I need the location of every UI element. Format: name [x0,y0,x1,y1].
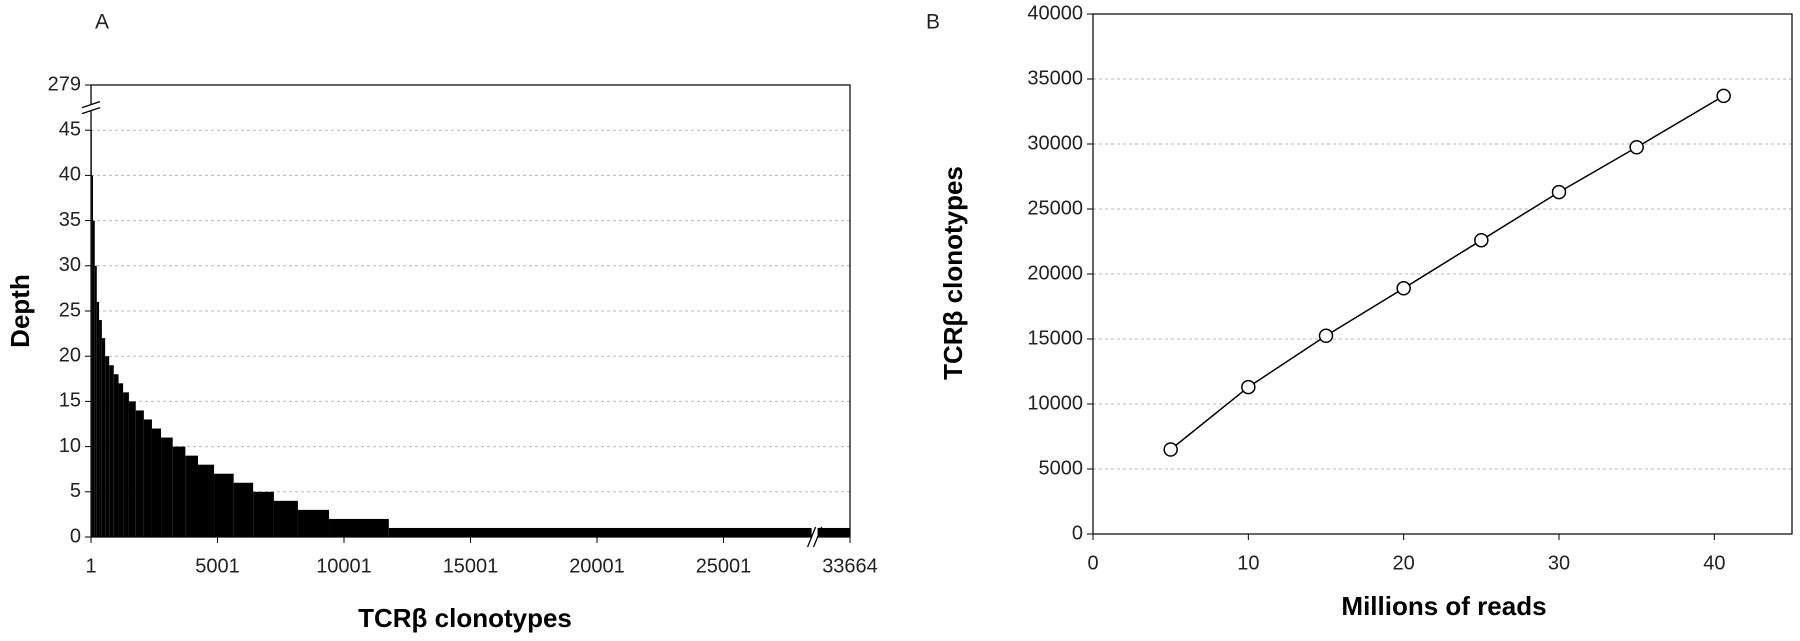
plot-frame [90,84,851,538]
y-axis-title: Depth [5,274,35,348]
x-tick-label: 10 [1237,552,1259,574]
step-bar [96,301,100,537]
y-tick-label: 15000 [1027,327,1083,349]
data-point [1716,88,1731,104]
step-bar [273,500,298,537]
axis-break-gap [811,527,818,547]
step-bar [101,338,106,537]
y-tick-label: 30000 [1027,132,1083,154]
data-point [1163,442,1178,457]
x-tick-label: 5001 [195,555,240,577]
x-tick-label: 15001 [443,555,499,577]
step-bar [92,220,95,537]
y-tick-label: 35 [59,209,81,231]
axis-break [812,526,823,548]
y-tick-label: 279 [48,73,81,95]
x-tick-label: 30 [1548,552,1570,574]
y-tick-label: 40000 [1027,2,1083,24]
step-bar [128,401,136,537]
data-point [1629,140,1644,155]
step-bar [197,464,215,537]
y-tick-label: 25000 [1027,197,1083,219]
y-tick-label: 10 [59,435,81,457]
y-tick-label: 15 [59,390,81,412]
plot-frame [1092,13,1793,535]
y-tick-label: 20000 [1027,262,1083,284]
x-tick-label: 33664 [822,555,878,577]
x-tick-label: 20001 [569,555,625,577]
axis-break-gap [83,104,99,111]
axis-break [81,106,101,115]
data-point [1396,281,1411,296]
step-bar [172,446,186,537]
x-tick-label: 40 [1703,552,1725,574]
data-point [1474,232,1489,248]
y-tick-label: 30 [59,254,81,276]
y-tick-label: 35000 [1027,67,1083,89]
step-bar [109,365,114,537]
y-axis-title: TCRβ clonotypes [938,166,968,380]
step-bar [214,473,234,537]
y-tick-label: 5000 [1039,457,1084,479]
y-tick-label: 10000 [1027,392,1083,414]
y-tick-label: 0 [70,525,81,547]
y-tick-label: 20 [59,344,81,366]
y-tick-label: 25 [59,299,81,321]
data-point [1241,379,1256,395]
step-bar [99,320,102,537]
x-axis-title: TCRβ clonotypes [358,603,572,633]
x-tick-label: 25001 [696,555,752,577]
step-bar [233,482,254,537]
step-bar [113,374,119,537]
step-bar [388,527,850,537]
step-bar [151,428,162,537]
step-bar [135,410,144,537]
y-tick-label: 40 [59,164,81,186]
step-bar [91,175,93,537]
y-tick-label: 0 [1072,522,1083,544]
x-tick-label: 20 [1393,552,1415,574]
step-bar [185,455,198,537]
axis-break [81,100,101,109]
y-tick-label: 45 [59,118,81,140]
step-bar [118,383,124,537]
step-bar [297,509,330,537]
x-axis-title: Millions of reads [1341,591,1546,621]
step-bar [253,491,274,537]
step-bar [161,437,173,537]
step-bar [105,356,110,537]
step-bar [123,392,129,537]
y-tick-label: 5 [70,480,81,502]
x-tick-label: 1 [85,555,96,577]
step-bar [329,518,389,537]
x-tick-label: 10001 [316,555,372,577]
data-point [1551,184,1567,200]
x-tick-label: 0 [1087,552,1098,574]
axis-break [806,526,817,548]
data-point [1318,328,1334,343]
step-bar [94,265,97,537]
step-bar [143,419,152,537]
series-line [1170,95,1725,451]
panel-label: A [95,11,109,34]
panel-label: B [926,11,940,34]
